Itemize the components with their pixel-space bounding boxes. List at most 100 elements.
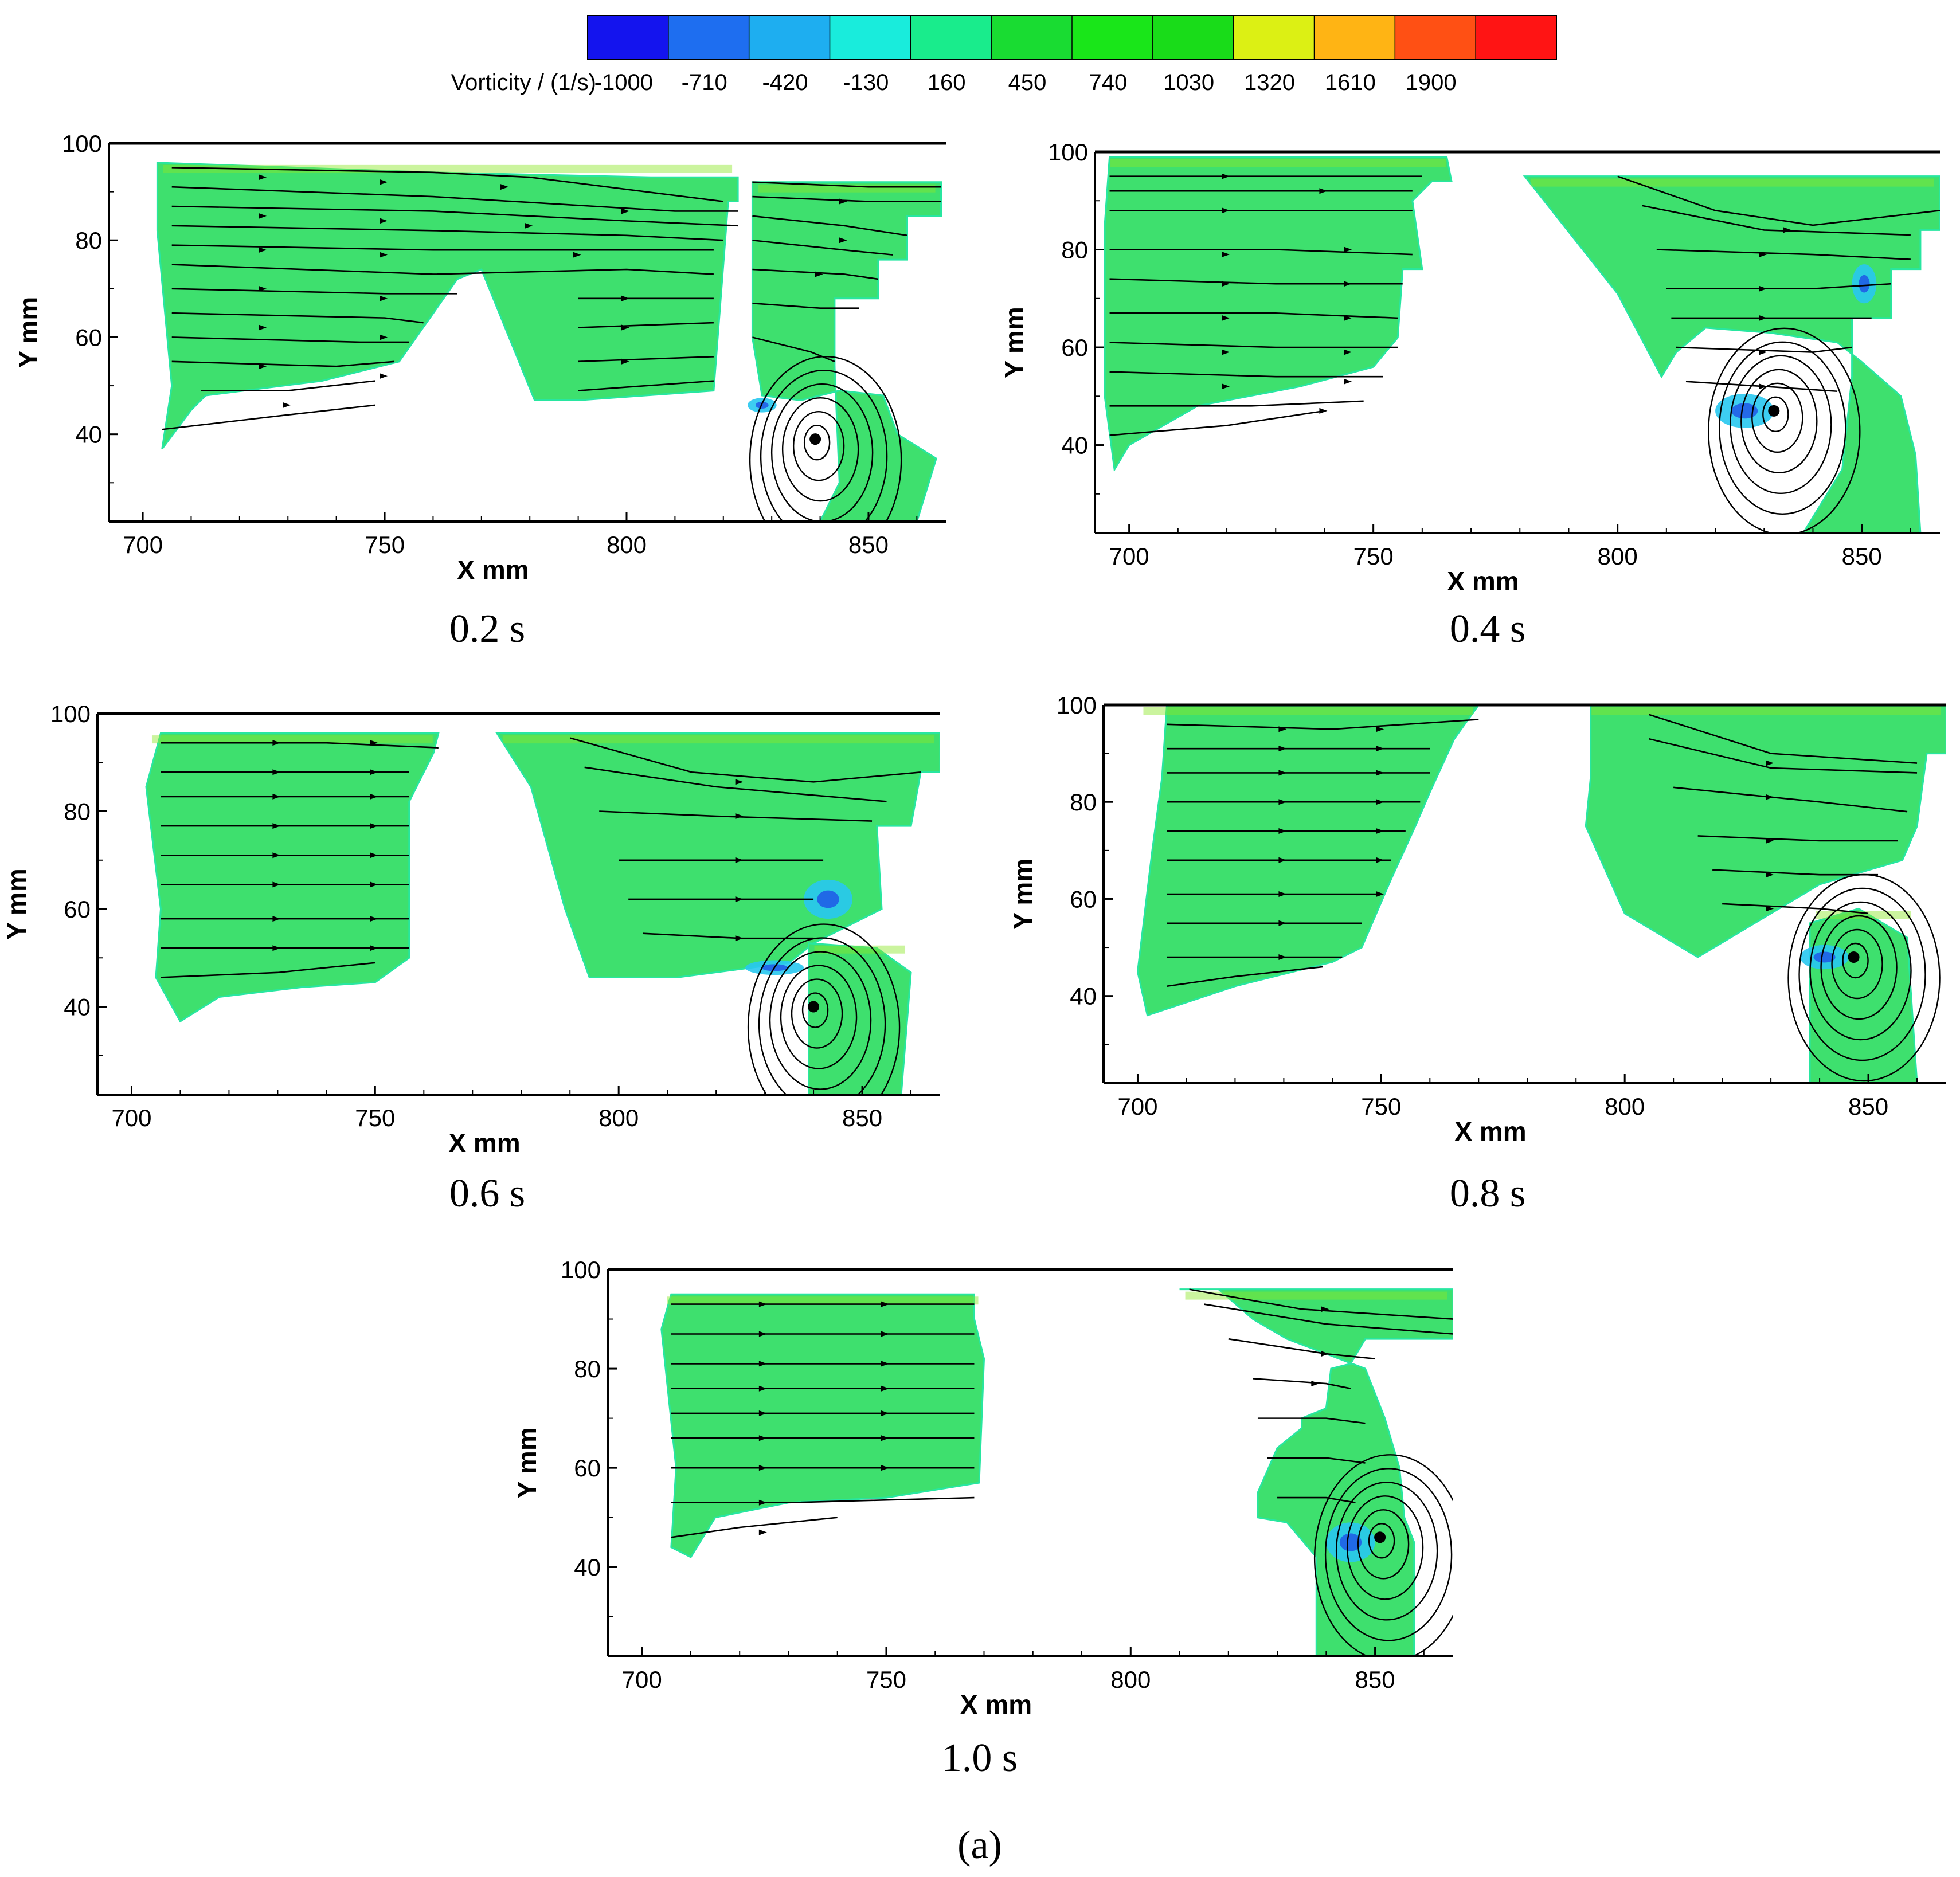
x-tick-label: 750 — [1353, 543, 1394, 570]
colorbar: -1000 -710 -420 -130 160 450 740 1030 1320 1610 19… — [451, 15, 1557, 95]
y-axis-label: Y mm — [512, 1427, 542, 1498]
flow-arrow — [1766, 872, 1774, 878]
streamline — [1109, 249, 1413, 256]
streamline — [584, 766, 887, 802]
flow-arrow — [758, 1465, 767, 1471]
x-axis-label: X mm — [448, 1128, 520, 1158]
flow-arrow — [272, 945, 281, 951]
vortex-streamline — [749, 356, 902, 522]
vortex-streamline — [1730, 355, 1832, 495]
y-tick-label: 40 — [574, 1554, 601, 1581]
streamline — [752, 181, 941, 188]
y-tick-label: 40 — [1061, 432, 1088, 459]
flow-arrow — [380, 295, 388, 301]
streamline — [1109, 400, 1364, 407]
x-tick-label: 800 — [1110, 1666, 1151, 1693]
high-vorticity-band — [814, 945, 906, 954]
y-tick-label: 100 — [1057, 692, 1097, 719]
vortex-streamline — [770, 383, 874, 522]
flow-arrow — [815, 271, 823, 277]
y-tick-label: 60 — [1070, 885, 1097, 912]
streamline — [1666, 283, 1891, 290]
flow-arrow — [1759, 315, 1767, 321]
y-tick-label: 100 — [561, 1256, 601, 1283]
flow-arrow — [758, 1499, 767, 1506]
plot-area — [660, 1288, 1453, 1656]
colorbar-tick-label: -130 — [843, 70, 889, 95]
flow-arrow — [1278, 799, 1287, 805]
strong-negative-core — [1731, 403, 1758, 419]
vortex-streamline — [1708, 327, 1861, 533]
streamline — [161, 742, 439, 749]
colorbar-swatch — [1314, 15, 1395, 60]
x-tick-label: 850 — [1842, 543, 1882, 570]
high-vorticity-band — [1816, 911, 1912, 919]
streamline — [1649, 714, 1918, 764]
colorbar-swatch — [668, 15, 750, 60]
vortex-streamline — [1740, 369, 1818, 474]
flow-arrow — [1376, 799, 1384, 805]
vortex-streamline — [1787, 873, 1941, 1082]
flow-arrow — [1344, 246, 1352, 253]
vortex-streamline — [1820, 915, 1898, 1020]
high-vorticity-band — [667, 1296, 979, 1305]
streamline — [1257, 1417, 1366, 1424]
streamline — [162, 404, 375, 430]
flow-arrow — [839, 237, 847, 244]
y-tick-label: 80 — [75, 227, 102, 254]
flow-arrow — [259, 247, 267, 253]
vortex-streamline — [1762, 396, 1789, 433]
streamline — [1167, 719, 1479, 730]
vortex-streamline — [1357, 1509, 1410, 1580]
flow-arrow — [735, 896, 744, 902]
flow-arrow — [1344, 378, 1352, 385]
x-tick-label: 850 — [848, 531, 889, 558]
streamline — [578, 356, 714, 363]
flow-arrow — [272, 852, 281, 859]
vorticity-region — [1585, 705, 1946, 958]
time-caption: 1.0 s — [942, 1736, 1018, 1780]
colorbar-label: Vorticity / (1/s) — [451, 70, 596, 95]
streamline — [752, 302, 859, 309]
flow-arrow — [1319, 407, 1328, 414]
flow-arrow — [370, 769, 378, 775]
flow-arrow — [1759, 252, 1767, 258]
streamline — [752, 336, 835, 362]
flow-arrow — [1222, 173, 1230, 179]
streamline — [1167, 966, 1323, 988]
x-tick-label: 750 — [1361, 1093, 1401, 1120]
colorbar-swatch — [830, 15, 911, 60]
flow-arrow — [839, 198, 847, 205]
flow-arrow — [573, 252, 581, 258]
colorbar-tick-label: 1610 — [1325, 70, 1376, 95]
streamline — [671, 1517, 838, 1538]
flow-arrow — [1766, 760, 1774, 766]
y-tick-label: 100 — [62, 130, 102, 157]
flow-arrow — [621, 295, 630, 301]
streamline — [1203, 1303, 1453, 1335]
flow-arrow — [272, 823, 281, 829]
flow-arrow — [259, 174, 267, 181]
vortex-streamline — [1842, 942, 1869, 979]
colorbar-swatch — [588, 15, 669, 60]
flow-arrow — [1278, 857, 1287, 863]
plot-area — [1136, 705, 1946, 1083]
flow-arrow — [881, 1361, 889, 1367]
colorbar-swatches — [587, 15, 1557, 60]
flow-arrow — [758, 1385, 767, 1392]
flow-arrow — [881, 1465, 889, 1471]
flow-arrow — [1222, 349, 1230, 355]
flow-arrow — [1278, 891, 1287, 897]
x-axis-label: X mm — [960, 1690, 1032, 1719]
streamline — [171, 186, 738, 212]
panel-5: 700 750 800 850 40 60 80 100 X mm Y mm 1.0 s — [512, 1256, 1453, 1780]
plot-area — [156, 162, 942, 522]
flow-arrow — [758, 1301, 767, 1307]
colorbar-swatch — [910, 15, 992, 60]
flow-arrow — [272, 793, 281, 800]
flow-arrow — [1321, 1306, 1329, 1312]
streamline — [161, 962, 375, 978]
vortex-streamline — [758, 937, 886, 1095]
y-tick-label: 80 — [64, 798, 91, 825]
vorticity-region — [145, 732, 440, 1023]
